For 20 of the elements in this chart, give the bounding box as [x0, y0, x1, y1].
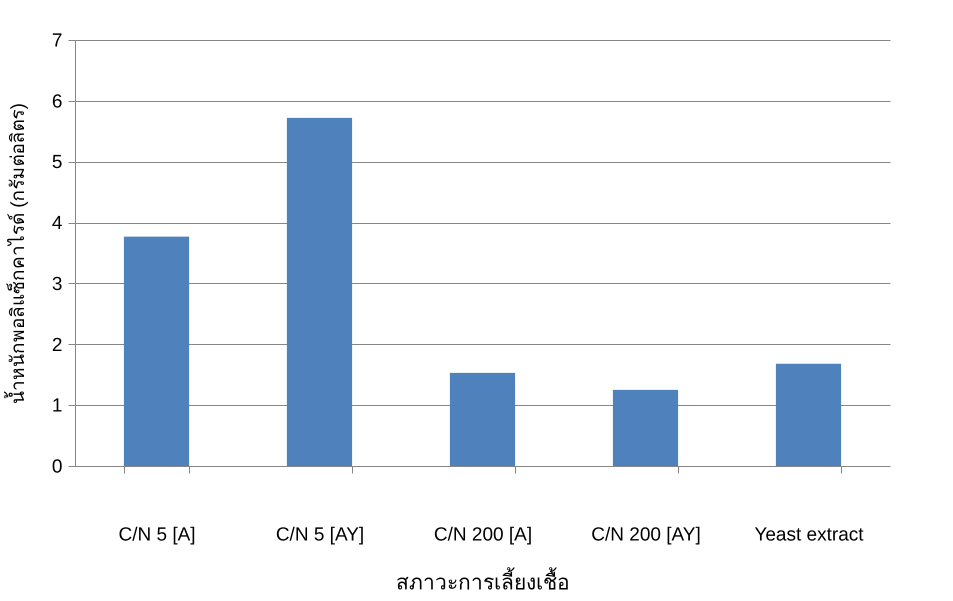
bar	[286, 118, 352, 466]
y-tick-label: 0	[52, 456, 62, 478]
y-tick-label: 2	[52, 334, 62, 356]
x-tick-label: C/N 5 [A]	[118, 524, 196, 546]
y-tick-label: 4	[52, 213, 63, 234]
bar	[124, 236, 190, 466]
x-tick-label: C/N 200 [A]	[434, 524, 532, 546]
y-tick-label: 7	[52, 30, 62, 52]
bar	[612, 390, 678, 466]
x-axis-title: สภาวะการเลี้ยงเชื้อ	[396, 568, 570, 594]
y-tick-label: 3	[52, 274, 62, 295]
bar	[450, 372, 516, 466]
y-axis-title: น้ำหนักพอลิแซ็กคาไรด์ (กรัมต่อลิตร)	[4, 103, 29, 404]
x-tick-label: Yeast extract	[754, 524, 864, 546]
bar	[776, 364, 842, 466]
x-tick-label: C/N 5 [AY]	[276, 524, 364, 546]
y-tick-label: 1	[52, 396, 62, 417]
y-tick-label: 6	[52, 91, 62, 112]
y-tick-label: 5	[52, 152, 62, 174]
x-tick-label: C/N 200 [AY]	[591, 524, 701, 546]
